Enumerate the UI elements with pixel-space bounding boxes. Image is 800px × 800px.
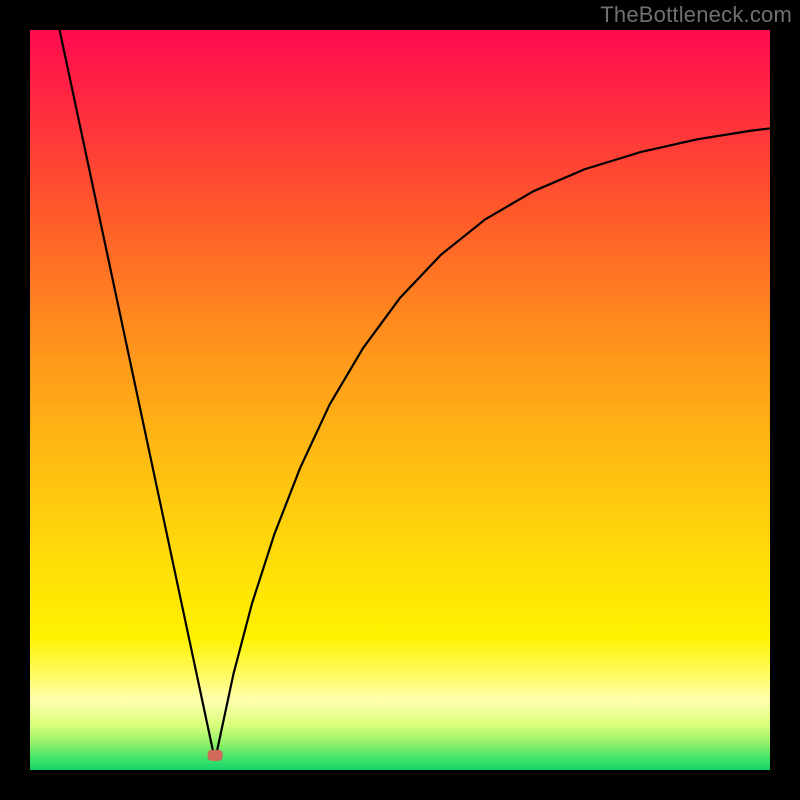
minimum-marker [208,750,223,760]
curve-left-branch [60,30,213,750]
chart-frame: TheBottleneck.com [0,0,800,800]
plot-area [30,30,770,770]
curve-layer [30,30,770,770]
curve-right-branch [217,128,770,750]
watermark-text: TheBottleneck.com [600,2,792,28]
